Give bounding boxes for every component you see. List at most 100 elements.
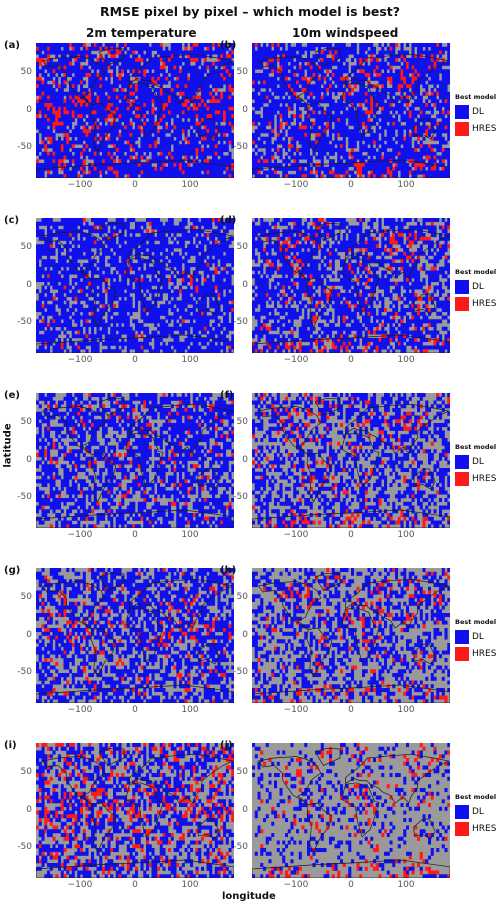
pixel-cell: [441, 84, 445, 89]
pixel-cell: [60, 110, 64, 115]
pixel-cell: [162, 58, 166, 63]
pixel-cell: [143, 259, 147, 264]
pixel-cell: [168, 159, 172, 164]
pixel-cell: [351, 58, 355, 63]
pixel-cell: [49, 114, 53, 119]
pixel-cell: [395, 99, 399, 104]
pixel-cell: [93, 155, 97, 160]
pixel-cell: [228, 84, 232, 89]
pixel-cell: [190, 140, 194, 145]
pixel-cell: [220, 225, 224, 230]
pixel-cell: [298, 54, 302, 59]
pixel-cell: [287, 103, 291, 108]
pixel-cell: [179, 148, 183, 153]
pixel-cell: [329, 151, 333, 156]
pixel-cell: [260, 159, 264, 164]
pixel-cell: [268, 121, 272, 126]
pixel-cell: [82, 46, 86, 51]
pixel-cell: [217, 255, 221, 260]
pixel-cell: [395, 88, 399, 93]
pixel-cell: [60, 263, 64, 268]
pixel-cell: [447, 80, 450, 85]
pixel-cell: [419, 129, 423, 134]
pixel-cell: [206, 65, 210, 70]
pixel-cell: [257, 140, 261, 145]
pixel-cell: [190, 170, 194, 175]
pixel-cell: [60, 114, 64, 119]
pixel-cell: [337, 103, 341, 108]
pixel-cell: [389, 54, 393, 59]
pixel-cell: [408, 69, 412, 74]
pixel-cell: [430, 129, 434, 134]
pixel-cell: [323, 148, 327, 153]
pixel-cell: [223, 240, 227, 245]
pixel-cell: [55, 174, 59, 178]
pixel-cell: [203, 88, 207, 93]
pixel-cell: [132, 244, 136, 249]
pixel-cell: [220, 50, 224, 55]
pixel-cell: [223, 221, 227, 226]
pixel-cell: [220, 140, 224, 145]
pixel-cell: [203, 110, 207, 115]
pixel-cell: [110, 151, 114, 156]
pixel-cell: [353, 163, 357, 168]
pixel-cell: [198, 80, 202, 85]
pixel-cell: [151, 99, 155, 104]
pixel-cell: [287, 54, 291, 59]
pixel-cell: [359, 110, 363, 115]
pixel-cell: [198, 125, 202, 130]
pixel-cell: [93, 46, 97, 51]
pixel-cell: [41, 233, 45, 238]
pixel-cell: [342, 76, 346, 81]
pixel-cell: [159, 58, 163, 63]
pixel-cell: [323, 95, 327, 100]
pixel-cell: [373, 61, 377, 66]
pixel-cell: [36, 114, 40, 119]
pixel-cell: [425, 148, 429, 153]
pixel-cell: [370, 73, 374, 78]
pixel-cell: [265, 110, 269, 115]
pixel-cell: [82, 151, 86, 156]
pixel-cell: [115, 50, 119, 55]
pixel-cell: [318, 174, 322, 178]
pixel-cell: [220, 144, 224, 149]
pixel-cell: [99, 125, 103, 130]
pixel-cell: [381, 58, 385, 63]
pixel-cell: [296, 103, 300, 108]
pixel-cell: [71, 118, 75, 123]
pixel-cell: [320, 148, 324, 153]
pixel-cell: [184, 133, 188, 138]
pixel-cell: [318, 114, 322, 119]
pixel-cell: [220, 244, 224, 249]
pixel-cell: [91, 61, 95, 66]
pixel-cell: [203, 218, 207, 223]
pixel-cell: [425, 99, 429, 104]
pixel-cell: [225, 118, 229, 123]
pixel-cell: [403, 155, 407, 160]
panel-label: (a): [4, 40, 20, 51]
pixel-cell: [359, 76, 363, 81]
pixel-cell: [279, 155, 283, 160]
pixel-cell: [38, 125, 42, 130]
pixel-cell: [320, 151, 324, 156]
pixel-cell: [436, 88, 440, 93]
pixel-cell: [271, 170, 275, 175]
pixel-cell: [203, 58, 207, 63]
pixel-cell: [225, 218, 229, 223]
pixel-cell: [96, 106, 100, 111]
pixel-cell: [192, 248, 196, 253]
pixel-cell: [212, 170, 216, 175]
pixel-cell: [296, 129, 300, 134]
pixel-cell: [323, 58, 327, 63]
pixel-cell: [126, 255, 130, 260]
pixel-cell: [49, 155, 53, 160]
pixel-cell: [265, 163, 269, 168]
pixel-cell: [315, 106, 319, 111]
y-tick-label: -50: [233, 142, 248, 152]
pixel-cell: [77, 43, 81, 48]
pixel-cell: [293, 46, 297, 51]
pixel-cell: [85, 54, 89, 59]
pixel-cell: [378, 103, 382, 108]
pixel-cell: [282, 114, 286, 119]
pixel-cell: [228, 236, 232, 241]
